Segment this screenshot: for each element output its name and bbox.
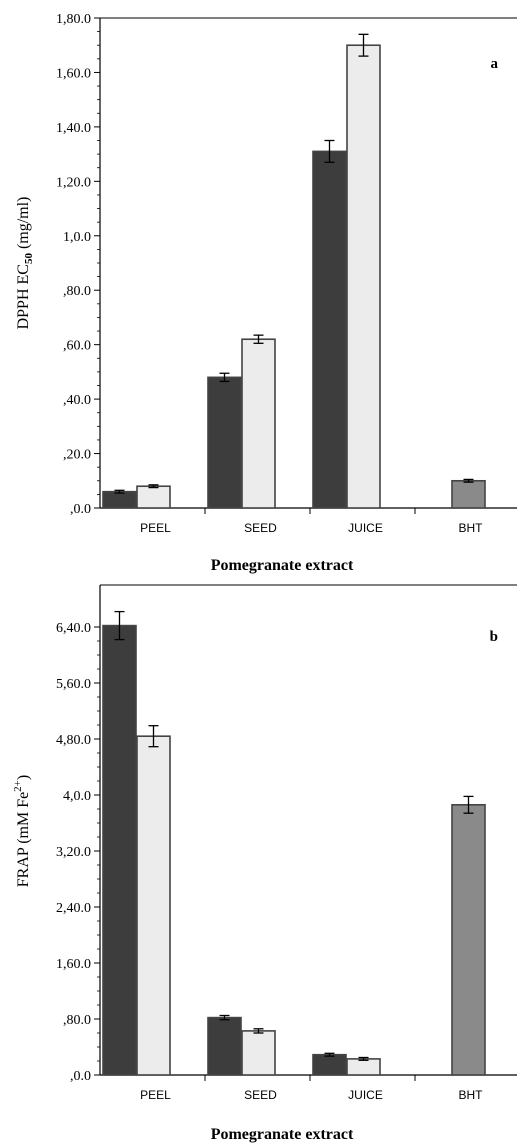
y-title-superscript: 2+: [12, 780, 24, 792]
panel-a: ,0.0 ,20.0 ,40.0 ,60.0 ,80.0 1,0.0 1,20.0 1,40.…: [15, 12, 517, 574]
y-title-main: FRAP (mM Fe: [15, 792, 32, 887]
y-ticks: ,0.0 ,80.0 1,60.0 2,40.0 3,20.0 4,0.0 4,80.0 5,…: [56, 621, 100, 1084]
bar: [136, 735, 171, 1076]
bar: [102, 624, 137, 1076]
bars: [102, 33, 486, 509]
y-title-main: DPPH EC: [15, 264, 32, 329]
y-tick-label: ,0.0: [70, 1069, 91, 1084]
y-title-unit: ): [15, 775, 32, 780]
bars: [102, 610, 486, 1076]
x-tick-label: BHT: [459, 521, 484, 535]
x-tick-label: JUICE: [348, 1088, 383, 1102]
bar: [312, 150, 347, 509]
y-tick-label: 6,40.0: [56, 621, 91, 636]
x-tick-label: BHT: [459, 1088, 484, 1102]
x-tick-label: SEED: [244, 1088, 277, 1102]
y-title-subscript: 50: [23, 253, 35, 265]
bar: [241, 338, 276, 509]
bar: [312, 1053, 347, 1076]
panel-b: ,0.0 ,80.0 1,60.0 2,40.0 3,20.0 4,0.0 4,80.0 5,…: [12, 584, 517, 1143]
x-ticks: PEEL SEED JUICE BHT: [140, 508, 483, 535]
y-tick-label: ,60.0: [63, 339, 91, 354]
y-title-unit: (mg/ml): [15, 197, 32, 253]
y-tick-label: 4,80.0: [56, 733, 91, 748]
panel-label: b: [490, 629, 498, 645]
x-axis-title: Pomegranate extract: [211, 1126, 354, 1143]
y-tick-label: ,0.0: [70, 502, 91, 517]
bar: [451, 479, 486, 509]
panel-label: a: [491, 56, 499, 72]
bar: [207, 376, 242, 509]
y-tick-label: ,40.0: [63, 393, 91, 408]
x-ticks: PEEL SEED JUICE BHT: [140, 1075, 483, 1102]
bar: [451, 803, 486, 1076]
y-axis-title: FRAP (mM Fe2+): [12, 775, 32, 887]
y-ticks: ,0.0 ,20.0 ,40.0 ,60.0 ,80.0 1,0.0 1,20.0 1,40.…: [56, 12, 100, 517]
x-axis-title: Pomegranate extract: [211, 557, 354, 574]
y-tick-label: 1,80.0: [56, 12, 91, 27]
bar: [241, 1030, 276, 1076]
y-axis-title: DPPH EC50 (mg/ml): [15, 197, 35, 330]
bar: [136, 485, 171, 509]
y-tick-label: ,80.0: [63, 1013, 91, 1028]
y-tick-label: 4,0.0: [63, 789, 91, 804]
bar: [207, 1016, 242, 1076]
y-tick-label: 3,20.0: [56, 845, 91, 860]
y-tick-label: 1,0.0: [63, 230, 91, 245]
y-tick-label: 5,60.0: [56, 677, 91, 692]
y-tick-label: 1,40.0: [56, 121, 91, 136]
y-tick-label: ,20.0: [63, 448, 91, 463]
y-tick-label: 1,20.0: [56, 175, 91, 190]
y-tick-label: 1,60.0: [56, 957, 91, 972]
bar: [346, 1058, 381, 1076]
x-tick-label: SEED: [244, 521, 277, 535]
x-tick-label: PEEL: [140, 1088, 171, 1102]
bar: [346, 44, 381, 509]
y-tick-label: ,80.0: [63, 284, 91, 299]
x-tick-label: JUICE: [348, 521, 383, 535]
bar: [102, 490, 137, 509]
y-tick-label: 1,60.0: [56, 66, 91, 81]
y-tick-label: 2,40.0: [56, 901, 91, 916]
x-tick-label: PEEL: [140, 521, 171, 535]
